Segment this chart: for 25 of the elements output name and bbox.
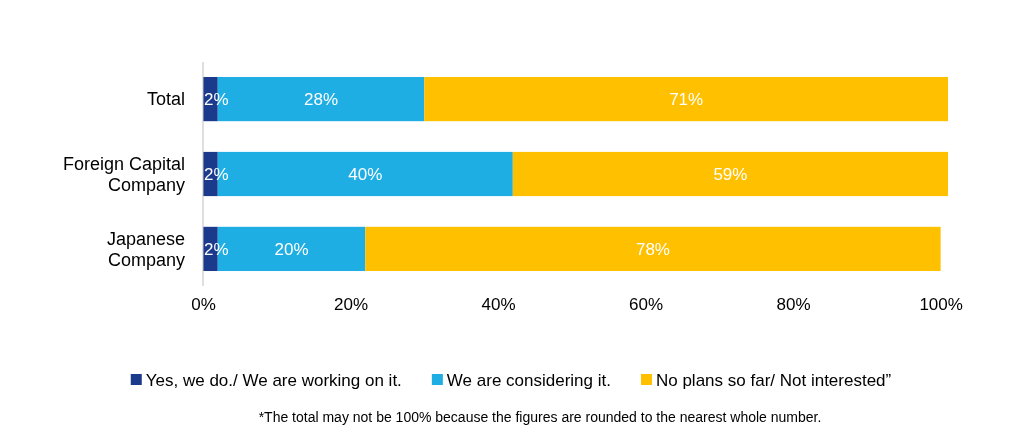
x-tick-label: 80% bbox=[776, 295, 811, 315]
data-label: 20% bbox=[274, 239, 309, 259]
text: *The total may not be 100% because the figures are rounded to the nearest whole number. bbox=[258, 409, 822, 425]
legend-label: No plans so far/ Not interested” bbox=[655, 370, 892, 390]
legend-label: We are considering it. bbox=[446, 370, 611, 390]
data-label: 40% bbox=[348, 164, 383, 184]
y-tick-label: Japanese Company bbox=[106, 228, 185, 270]
data-label: 59% bbox=[713, 164, 748, 184]
bar bbox=[512, 151, 948, 197]
data-label: 28% bbox=[304, 90, 339, 110]
x-tick-label: 100% bbox=[919, 295, 963, 315]
data-label: 78% bbox=[635, 239, 670, 259]
data-label: 71% bbox=[669, 90, 704, 110]
data-label: 2% bbox=[204, 90, 229, 110]
y-tick-label: Total bbox=[146, 89, 185, 110]
x-tick-label: 0% bbox=[191, 295, 216, 315]
x-tick-label: 40% bbox=[481, 295, 516, 315]
bar bbox=[365, 226, 941, 272]
legend-label: Yes, we do./ We are working on it. bbox=[145, 370, 402, 390]
x-tick-label: 60% bbox=[629, 295, 664, 315]
data-label: 2% bbox=[204, 164, 229, 184]
data-label: 2% bbox=[204, 239, 229, 259]
bar bbox=[424, 76, 948, 122]
x-tick-label: 20% bbox=[334, 295, 369, 315]
y-tick-label: Foreign Capital Company bbox=[62, 153, 185, 195]
